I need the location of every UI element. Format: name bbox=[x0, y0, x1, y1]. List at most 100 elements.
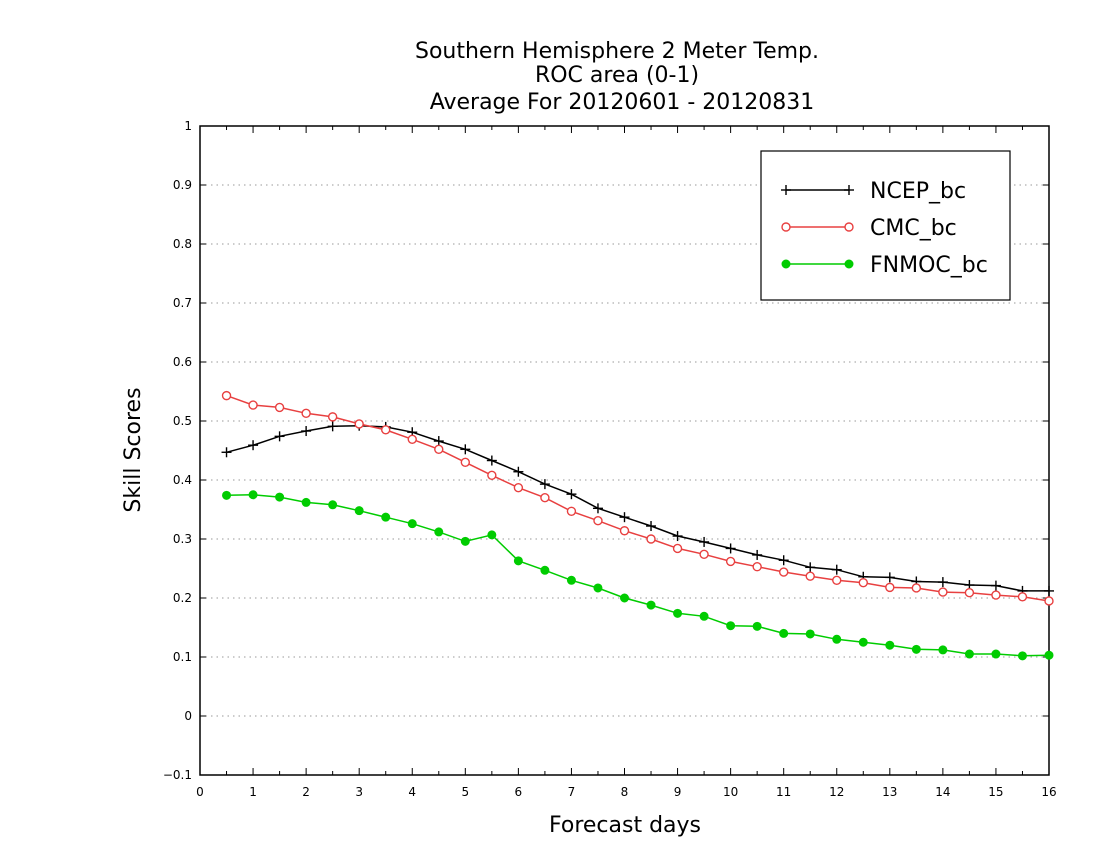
x-axis-ticks: 0 1 2 3 4 5 6 7 8 9 10 11 12 13 14 15 16 bbox=[196, 126, 1057, 799]
data-point-ncep-bc bbox=[327, 421, 338, 432]
data-point-ncep-bc bbox=[248, 440, 259, 451]
data-point-fnmoc-bc bbox=[620, 593, 629, 603]
data-point-ncep-bc bbox=[831, 564, 842, 575]
data-point-fnmoc-bc bbox=[832, 634, 842, 644]
data-point-cmc-bc bbox=[778, 567, 789, 577]
data-point-ncep-bc bbox=[539, 479, 550, 490]
data-point-cmc-bc bbox=[434, 444, 444, 455]
y-tick-label: 0.7 bbox=[173, 296, 192, 310]
data-point-ncep-bc bbox=[486, 455, 497, 466]
data-point-ncep-bc bbox=[990, 580, 1001, 591]
data-point-ncep-bc bbox=[221, 447, 232, 458]
data-point-fnmoc-bc bbox=[222, 490, 232, 500]
x-tick-label: 13 bbox=[882, 785, 897, 799]
data-point-ncep-bc bbox=[752, 549, 763, 560]
series-fnmoc-bc bbox=[222, 490, 1054, 661]
legend-box bbox=[760, 150, 1011, 301]
x-tick-label: 0 bbox=[196, 785, 204, 799]
y-tick-label: −0.1 bbox=[163, 768, 192, 782]
legend-label-ncep-bc: NCEP_bc bbox=[870, 179, 966, 204]
data-point-fnmoc-bc bbox=[434, 527, 444, 537]
data-point-fnmoc-bc bbox=[460, 536, 470, 546]
data-point-cmc-bc bbox=[646, 534, 656, 544]
data-point-ncep-bc bbox=[433, 436, 444, 447]
chart-title: Southern Hemisphere 2 Meter Temp. ROC ar… bbox=[415, 39, 819, 115]
data-point-ncep-bc bbox=[725, 543, 736, 554]
data-point-fnmoc-bc bbox=[699, 611, 709, 621]
y-axis-ticks: −0.1 0 0.1 0.2 0.3 0.4 0.5 0.6 0.7 0.8 0.9 1 bbox=[163, 119, 1049, 782]
data-point-fnmoc-bc bbox=[779, 628, 789, 638]
data-point-fnmoc-bc bbox=[673, 608, 683, 618]
data-point-fnmoc-bc bbox=[540, 565, 550, 575]
data-point-fnmoc-bc bbox=[1044, 650, 1054, 660]
x-tick-label: 12 bbox=[829, 785, 844, 799]
data-point-fnmoc-bc bbox=[646, 600, 656, 610]
y-tick-label: 1 bbox=[184, 119, 192, 133]
data-point-ncep-bc bbox=[937, 577, 948, 588]
data-point-cmc-bc bbox=[938, 587, 948, 597]
y-tick-label: 0.4 bbox=[173, 473, 192, 487]
x-tick-label: 3 bbox=[355, 785, 363, 799]
y-axis-label: Skill Scores bbox=[121, 387, 146, 512]
data-point-cmc-bc bbox=[274, 402, 285, 413]
legend-item-fnmoc-bc: FNMOC_bc bbox=[781, 253, 988, 278]
x-tick-label: 8 bbox=[621, 785, 629, 799]
y-tick-label: 0.5 bbox=[173, 414, 192, 428]
data-point-ncep-bc bbox=[646, 521, 657, 532]
data-point-ncep-bc bbox=[884, 572, 895, 583]
data-point-cmc-bc bbox=[1044, 596, 1054, 606]
data-point-cmc-bc bbox=[593, 516, 603, 526]
legend-marker-cmc-bc bbox=[844, 222, 854, 232]
x-tick-label: 7 bbox=[568, 785, 576, 799]
data-point-fnmoc-bc bbox=[1017, 651, 1027, 661]
x-tick-label: 16 bbox=[1041, 785, 1056, 799]
data-point-cmc-bc bbox=[460, 457, 471, 467]
data-point-fnmoc-bc bbox=[726, 621, 736, 631]
x-axis-label: Forecast days bbox=[549, 813, 701, 838]
y-tick-label: 0.8 bbox=[173, 237, 192, 251]
data-point-cmc-bc bbox=[1017, 592, 1028, 602]
series-layer bbox=[221, 390, 1054, 661]
data-point-ncep-bc bbox=[619, 512, 630, 523]
legend-label-fnmoc-bc: FNMOC_bc bbox=[870, 253, 988, 278]
data-point-cmc-bc bbox=[725, 556, 736, 567]
data-point-cmc-bc bbox=[911, 583, 922, 593]
data-point-cmc-bc bbox=[885, 582, 895, 593]
data-point-fnmoc-bc bbox=[885, 640, 895, 650]
data-point-cmc-bc bbox=[566, 506, 577, 516]
legend-marker-fnmoc-bc bbox=[844, 259, 854, 269]
data-point-ncep-bc bbox=[274, 431, 285, 442]
data-point-fnmoc-bc bbox=[328, 500, 338, 510]
data-point-ncep-bc bbox=[699, 536, 710, 547]
data-point-cmc-bc bbox=[964, 587, 975, 598]
data-point-cmc-bc bbox=[805, 571, 815, 581]
data-point-cmc-bc bbox=[672, 543, 683, 554]
data-point-ncep-bc bbox=[566, 489, 577, 500]
x-tick-label: 15 bbox=[988, 785, 1003, 799]
x-tick-label: 4 bbox=[408, 785, 416, 799]
data-point-cmc-bc bbox=[619, 526, 630, 536]
data-point-ncep-bc bbox=[1044, 585, 1054, 596]
data-point-fnmoc-bc bbox=[381, 512, 391, 522]
data-point-cmc-bc bbox=[699, 549, 709, 560]
x-tick-label: 5 bbox=[461, 785, 469, 799]
data-point-ncep-bc bbox=[460, 444, 471, 455]
data-point-ncep-bc bbox=[805, 562, 816, 573]
data-point-fnmoc-bc bbox=[354, 506, 364, 516]
legend-item-ncep-bc: NCEP_bc bbox=[781, 179, 966, 204]
legend-label-cmc-bc: CMC_bc bbox=[870, 216, 957, 241]
x-tick-label: 11 bbox=[776, 785, 791, 799]
data-point-cmc-bc bbox=[752, 562, 762, 572]
data-point-fnmoc-bc bbox=[487, 530, 497, 540]
data-point-fnmoc-bc bbox=[301, 497, 311, 507]
legend: NCEP_bc CMC_bc FNMOC_bc bbox=[760, 150, 1011, 301]
x-tick-label: 9 bbox=[674, 785, 682, 799]
data-point-fnmoc-bc bbox=[991, 649, 1001, 659]
y-tick-label: 0.1 bbox=[173, 650, 192, 664]
data-point-ncep-bc bbox=[778, 555, 789, 566]
chart-title-line-1: Southern Hemisphere 2 Meter Temp. bbox=[415, 39, 819, 64]
y-tick-label: 0 bbox=[184, 709, 192, 723]
data-point-cmc-bc bbox=[991, 590, 1001, 600]
data-point-fnmoc-bc bbox=[858, 637, 868, 647]
